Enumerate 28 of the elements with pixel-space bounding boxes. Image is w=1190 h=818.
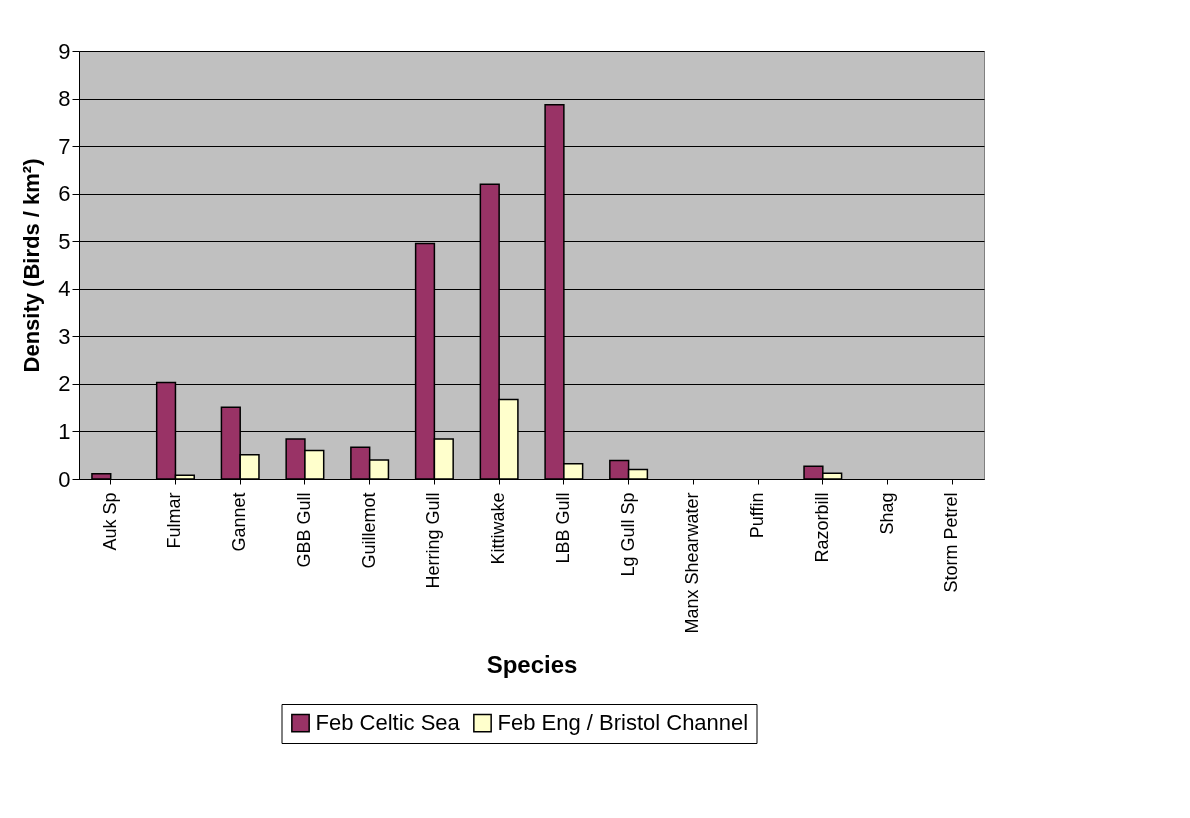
x-tick-label: Storm Petrel xyxy=(941,492,962,593)
y-tick-label: 9 xyxy=(58,38,71,64)
legend-label: Feb Celtic Sea xyxy=(315,710,461,736)
x-tick-label: Shag xyxy=(876,492,897,535)
y-tick-label: 6 xyxy=(58,181,71,207)
y-tick-label: 8 xyxy=(58,86,71,112)
x-tick-label: Razorbill xyxy=(811,492,832,563)
y-tick-label: 7 xyxy=(58,133,71,159)
y-tick-label: 3 xyxy=(58,323,71,349)
y-axis-title: Density (Birds / km²) xyxy=(19,158,45,373)
x-tick-label: Gannet xyxy=(229,492,250,552)
y-tick-label: 4 xyxy=(58,276,71,302)
x-tick-label: Lg Gull Sp xyxy=(617,492,638,577)
x-tick-label: GBB Gull xyxy=(293,492,314,568)
x-tick-label: Manx Shearwater xyxy=(682,492,703,634)
legend-label: Feb Eng / Bristol Channel xyxy=(497,710,749,736)
y-tick-label: 1 xyxy=(58,418,71,444)
x-tick-label: LBB Gull xyxy=(552,492,573,564)
y-tick-label: 0 xyxy=(58,466,71,492)
x-tick-label: Kittiwake xyxy=(488,492,509,565)
x-axis-title: Species xyxy=(486,650,578,678)
x-tick-label: Auk Sp xyxy=(99,492,120,551)
x-tick-label: Puffin xyxy=(747,492,768,539)
x-tick-label: Herring Gull xyxy=(423,492,444,589)
x-tick-label: Guillemot xyxy=(358,492,379,569)
x-tick-label: Fulmar xyxy=(164,492,185,549)
y-tick-label: 5 xyxy=(58,228,71,254)
y-tick-label: 2 xyxy=(58,371,71,397)
